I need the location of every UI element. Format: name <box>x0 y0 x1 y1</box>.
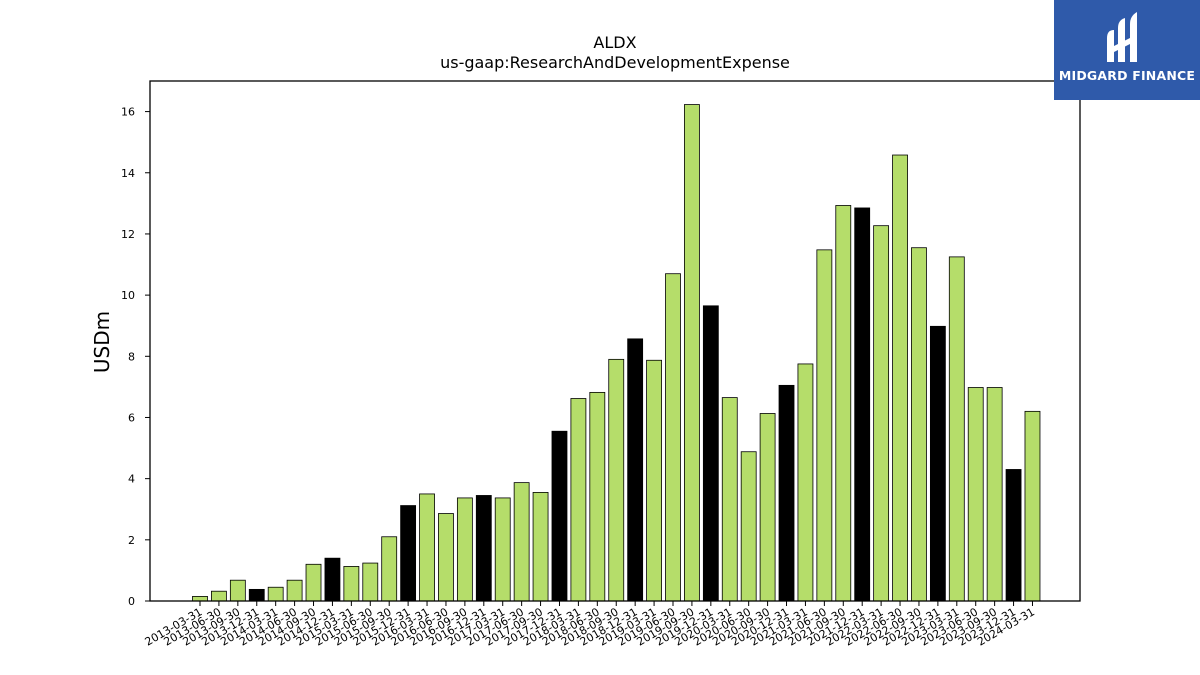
bar-2022-12-31 <box>929 325 946 602</box>
y-tick-label: 6 <box>128 411 135 424</box>
bar-2016-09-30 <box>456 497 473 602</box>
bar-2020-06-30 <box>740 451 757 602</box>
y-tick-label: 2 <box>128 534 135 547</box>
bar-2020-09-30 <box>759 413 776 602</box>
midgard-logo-icon <box>1107 12 1137 62</box>
bar-2023-06-30 <box>967 387 984 602</box>
bar-2021-09-30 <box>835 205 852 602</box>
x-axis: 2013-03-312013-06-302013-09-302013-12-31… <box>143 601 1037 649</box>
bar-2014-12-31 <box>324 557 341 602</box>
bar-2014-06-30 <box>286 579 303 602</box>
bar-2015-12-31 <box>400 505 417 602</box>
bar-2016-03-31 <box>419 493 435 602</box>
bar-2013-06-30 <box>211 590 227 602</box>
bar-2017-03-31 <box>494 497 511 602</box>
bar-2013-09-30 <box>229 579 246 602</box>
bar-2021-06-30 <box>816 249 833 602</box>
bar-2017-12-31 <box>551 430 568 602</box>
bar-2018-03-31 <box>570 398 587 602</box>
bar-2023-09-30 <box>986 387 1003 602</box>
bar-2017-09-30 <box>532 492 549 602</box>
bar-2021-03-31 <box>797 363 814 602</box>
bar-2017-06-30 <box>513 482 530 602</box>
bar-2019-06-30 <box>665 273 681 602</box>
bar-2013-12-31 <box>248 588 265 602</box>
y-tick-label: 10 <box>121 289 135 302</box>
bar-2018-06-30 <box>589 391 606 602</box>
bar-2023-03-31 <box>948 256 965 602</box>
bar-2018-12-31 <box>627 338 644 602</box>
bar-2015-06-30 <box>362 562 379 602</box>
bar-2019-03-31 <box>646 359 662 602</box>
bar-2014-03-31 <box>267 586 284 602</box>
chart-subtitle: us-gaap:ResearchAndDevelopmentExpense <box>440 53 790 72</box>
chart-title: ALDX <box>593 33 636 52</box>
y-tick-label: 4 <box>128 473 135 486</box>
bar-2018-09-30 <box>608 358 625 602</box>
bar-2019-09-30 <box>684 104 700 602</box>
plot-frame <box>149 80 1081 602</box>
y-tick-label: 0 <box>128 595 135 608</box>
bar-2023-12-31 <box>1005 469 1022 602</box>
bar-2014-09-30 <box>305 563 322 602</box>
bar-series <box>192 104 1041 602</box>
y-axis-label: USDm <box>90 311 114 373</box>
bar-2022-06-30 <box>892 154 908 602</box>
bar-2016-06-30 <box>438 513 454 602</box>
y-tick-label: 8 <box>128 350 135 363</box>
logo-text: MIDGARD FINANCE <box>1058 68 1196 83</box>
y-tick-label: 16 <box>121 106 135 119</box>
bar-2013-03-31 <box>192 596 208 602</box>
bar-2020-03-31 <box>721 397 738 602</box>
bar-2019-12-31 <box>702 305 719 602</box>
y-axis: 0 2 4 6 8 10 12 14 16 <box>121 106 150 608</box>
y-tick-label: 14 <box>121 167 135 180</box>
bar-2020-12-31 <box>778 384 795 602</box>
bar-2022-09-30 <box>911 247 927 602</box>
bar-2022-03-31 <box>873 225 890 602</box>
bar-2015-09-30 <box>381 536 398 602</box>
bar-2015-03-31 <box>343 566 360 602</box>
y-tick-label: 12 <box>121 228 135 241</box>
bar-2021-12-31 <box>854 207 871 602</box>
midgard-finance-logo: MIDGARD FINANCE <box>1054 0 1200 100</box>
bar-2016-12-31 <box>475 495 492 602</box>
bar-2024-03-31 <box>1024 410 1041 602</box>
